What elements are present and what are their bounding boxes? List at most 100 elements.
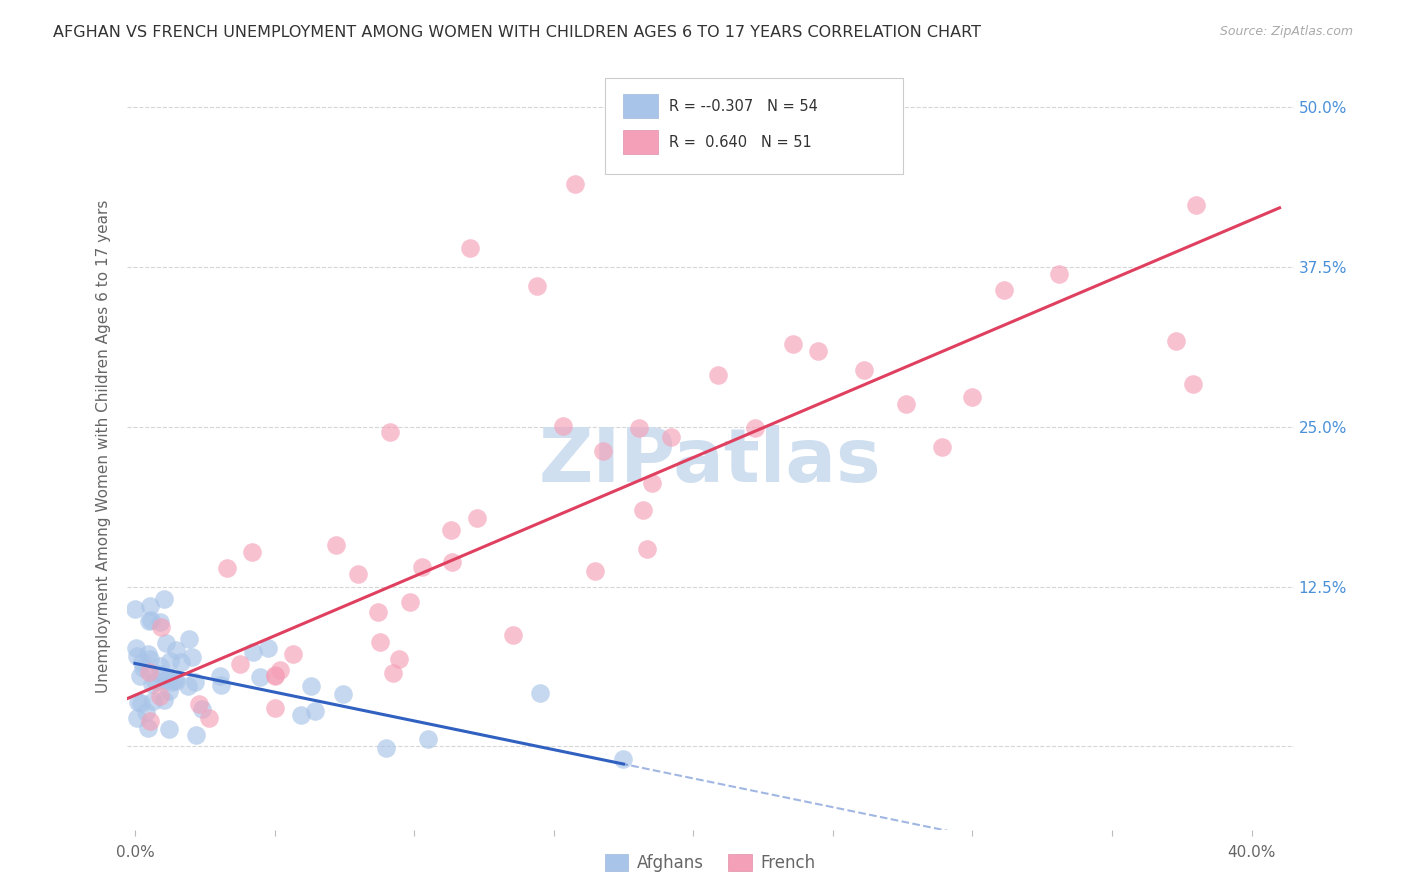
Point [125,711,148,725]
Point [139,652,162,666]
Text: Source: ZipAtlas.com: Source: ZipAtlas.com [1219,25,1353,38]
Point [163,673,186,687]
Point [142,694,165,708]
Point [152,591,174,606]
Y-axis label: Unemployment Among Women with Children Ages 6 to 17 years: Unemployment Among Women with Children A… [96,199,111,693]
Point [551,419,574,434]
Point [458,241,481,255]
Point [368,635,391,649]
Point [124,602,146,616]
Point [628,421,651,435]
Point [159,655,181,669]
Point [264,701,287,715]
Point [191,701,214,715]
Point [367,605,389,619]
Point [388,651,411,665]
Point [612,751,634,765]
Point [347,567,370,582]
Point [155,673,177,688]
Point [249,670,271,684]
Point [135,705,157,719]
Bar [623,130,658,154]
Point [411,559,433,574]
Point [165,643,187,657]
Point [209,669,232,683]
Point [229,657,252,672]
Point [155,636,177,650]
Point [256,640,278,655]
Point [325,538,347,552]
Point [157,683,180,698]
Point [640,475,662,490]
Point [264,669,287,683]
Point [304,704,326,718]
Point [382,666,405,681]
Text: R =  0.640   N = 51: R = 0.640 N = 51 [669,135,811,150]
Point [149,659,172,673]
Point [184,729,207,743]
Point [127,695,149,709]
Point [440,523,463,537]
Point [136,648,159,662]
Point [263,668,285,682]
Point [165,673,187,688]
Point [636,541,658,556]
Point [440,555,463,569]
Point [564,177,586,191]
Point [583,564,606,578]
Point [242,644,264,658]
Point [894,397,917,411]
Point [299,679,322,693]
Point [145,673,167,688]
Point [631,502,654,516]
Point [129,696,152,710]
Bar [623,94,658,119]
Point [170,655,193,669]
Point [209,678,232,692]
Point [125,640,148,655]
Point [131,655,153,669]
Point [240,545,263,559]
Point [177,680,200,694]
Point [149,620,172,634]
Point [378,425,401,439]
Point [526,279,548,293]
Point [960,390,983,404]
Point [157,671,180,685]
Point [129,669,152,683]
Text: 40.0%: 40.0% [1227,845,1275,860]
Point [502,628,524,642]
Text: AFGHAN VS FRENCH UNEMPLOYMENT AMONG WOMEN WITH CHILDREN AGES 6 TO 17 YEARS CORRE: AFGHAN VS FRENCH UNEMPLOYMENT AMONG WOME… [53,25,981,40]
Point [149,615,172,629]
Text: 0.0%: 0.0% [115,845,155,860]
Point [138,665,160,680]
Point [290,707,312,722]
Point [375,741,398,756]
Point [188,697,211,711]
Point [180,649,202,664]
Point [1182,377,1205,392]
Point [138,721,160,735]
Point [807,344,830,359]
Point [183,674,205,689]
Point [399,595,422,609]
Point [153,693,176,707]
Point [416,731,439,746]
Point [217,561,239,575]
Point [149,690,172,704]
Point [1185,197,1208,211]
Point [177,632,200,646]
Point [592,444,614,458]
Point [332,687,354,701]
Point [157,723,180,737]
Point [931,441,953,455]
Text: ZIPatlas: ZIPatlas [538,425,882,498]
Point [141,677,163,691]
Legend: Afghans, French: Afghans, French [598,847,823,879]
Point [269,663,291,677]
Point [138,714,160,728]
Point [125,649,148,664]
Point [744,421,766,435]
Point [1047,267,1070,281]
Point [1164,334,1187,348]
